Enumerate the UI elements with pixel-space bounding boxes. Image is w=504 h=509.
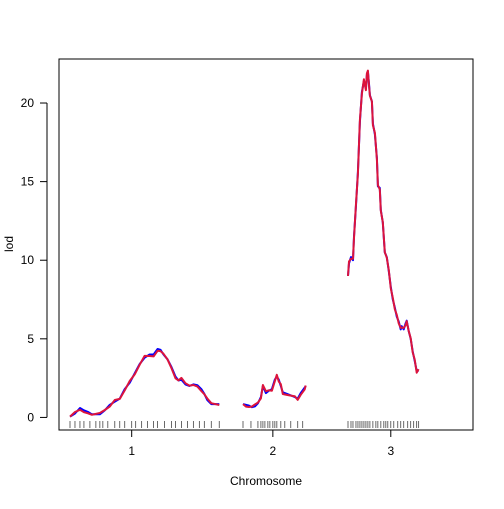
x-axis-label: Chromosome — [230, 474, 302, 488]
y-tick-label: 15 — [21, 175, 35, 189]
lod-line-chr1-series-1 — [69, 348, 220, 418]
x-axis: 1 2 3 — [128, 430, 394, 458]
marker-rug — [69, 421, 420, 428]
x-tick-label: 2 — [270, 444, 277, 458]
lod-line-chr1-series-2 — [69, 349, 220, 418]
x-tick-label: 3 — [387, 444, 394, 458]
lod-line-chr3-series-2 — [347, 69, 420, 374]
y-axis-label: lod — [2, 236, 16, 252]
plot-frame — [58, 58, 474, 431]
lod-curves — [69, 69, 420, 418]
y-tick-label: 20 — [21, 96, 35, 110]
y-axis: 0 5 10 15 20 — [21, 96, 48, 424]
y-tick-label: 10 — [21, 253, 35, 267]
y-tick-label: 5 — [27, 332, 34, 346]
y-tick-label: 0 — [27, 410, 34, 424]
x-tick-label: 1 — [128, 444, 135, 458]
lod-line-chr2-series-2 — [242, 373, 307, 408]
